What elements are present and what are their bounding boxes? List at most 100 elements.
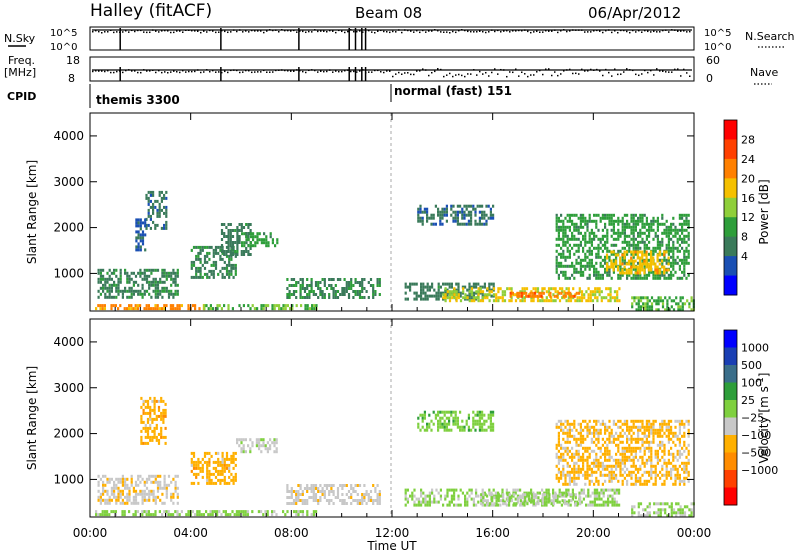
power-cell (445, 213, 448, 217)
power-cell (525, 287, 529, 291)
power-cell (424, 294, 427, 298)
velocity-cell (639, 482, 642, 486)
freq-point (137, 71, 139, 74)
power-cell (656, 271, 659, 275)
power-cell (563, 290, 566, 294)
power-cell (409, 288, 412, 292)
power-cell (649, 253, 653, 257)
velocity-cell (573, 464, 576, 468)
velocity-cell (113, 483, 116, 487)
power-cell (604, 213, 607, 217)
velocity-cell (661, 467, 664, 471)
power-cell (586, 261, 589, 265)
power-cell (579, 273, 582, 277)
power-cell (614, 253, 617, 257)
power-cell (604, 225, 607, 229)
velocity-cell (610, 479, 613, 483)
velocity-cell (597, 464, 600, 468)
velocity-cell (538, 491, 541, 495)
freq-point (413, 73, 415, 76)
power-cell (473, 296, 476, 300)
power-cell (562, 225, 565, 229)
velocity-cell (492, 422, 495, 426)
power-cell (656, 225, 659, 229)
velocity-cell (167, 474, 171, 478)
velocity-cell (167, 483, 171, 487)
velocity-cell (632, 449, 635, 453)
power-cell (247, 238, 250, 242)
velocity-cell (623, 464, 626, 468)
power-cell (593, 246, 596, 250)
velocity-cell (623, 455, 626, 459)
velocity-cell (339, 484, 342, 487)
velocity-cell (677, 511, 680, 515)
power-cell (378, 284, 381, 287)
velocity-cell (641, 425, 644, 429)
velocity-cell (121, 483, 124, 487)
velocity-cell (611, 503, 614, 507)
power-cell (566, 219, 569, 223)
power-cell (201, 263, 204, 267)
velocity-cell (677, 502, 680, 506)
velocity-cell (207, 513, 210, 517)
velocity-cell (607, 494, 610, 498)
velocity-cell (206, 463, 209, 467)
power-cell (145, 268, 149, 272)
velocity-cell (661, 502, 665, 506)
power-cell (229, 223, 232, 226)
velocity-cell (445, 428, 448, 432)
freq-point (449, 72, 451, 75)
power-cell (99, 268, 102, 272)
velocity-cell (251, 444, 254, 448)
velocity-cell (687, 470, 690, 474)
velocity-cell (172, 492, 175, 496)
power-cell (227, 235, 230, 238)
velocity-cell (613, 503, 616, 507)
power-cell (528, 293, 531, 297)
power-cell (230, 263, 233, 267)
power-cell (132, 289, 135, 293)
power-cell (677, 305, 680, 309)
velocity-cell (566, 428, 569, 432)
power-cell (147, 304, 150, 308)
power-cell (152, 277, 155, 281)
velocity-cell (489, 428, 492, 432)
power-cell (641, 213, 644, 217)
power-cell (106, 289, 109, 293)
power-cell (632, 219, 635, 223)
power-cell (323, 281, 326, 284)
freq-point (200, 71, 202, 74)
power-cell (589, 293, 592, 297)
velocity-cell (621, 482, 624, 486)
velocity-cell (623, 419, 626, 423)
power-cell (206, 260, 209, 264)
velocity-cell (492, 413, 495, 417)
power-cell (492, 287, 496, 291)
power-cell (683, 270, 686, 274)
velocity-cell (573, 467, 576, 471)
velocity-cell (623, 449, 626, 453)
power-cell (568, 255, 571, 259)
power-cell (152, 307, 155, 311)
power-cell (619, 234, 622, 238)
velocity-cell (487, 413, 490, 417)
power-cell (219, 257, 222, 261)
freq-point (134, 70, 136, 72)
velocity-cell (99, 498, 102, 502)
velocity-cell (674, 467, 677, 471)
velocity-cell (530, 491, 533, 495)
power-cell (643, 276, 646, 280)
power-cell (135, 218, 138, 222)
velocity-cell (568, 428, 571, 432)
power-cell (499, 296, 502, 300)
power-cell (212, 275, 215, 279)
nsky-point (206, 31, 208, 33)
velocity-cell (445, 416, 448, 420)
velocity-cell (648, 431, 651, 435)
velocity-cell (552, 502, 555, 506)
power-cell (649, 256, 653, 260)
velocity-cell (674, 419, 677, 423)
power-cell (289, 307, 292, 311)
power-cell (194, 307, 197, 311)
velocity-cell (575, 440, 578, 444)
